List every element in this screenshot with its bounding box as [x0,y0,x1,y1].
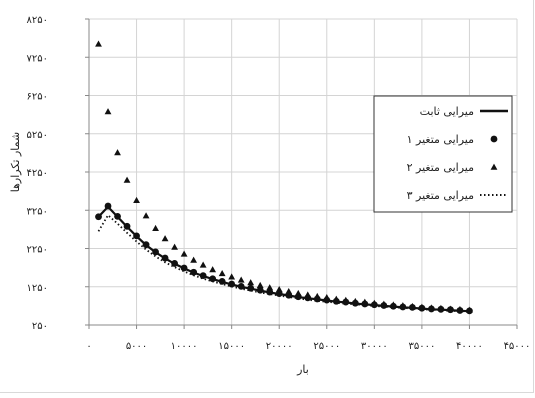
triangle-point [114,149,121,156]
x-tick-label: ۳۵۰۰۰ [408,341,435,352]
circle-point [266,288,274,296]
circle-point [418,304,426,312]
circle-point [361,300,369,308]
y-tick-label: ۲۲۵۰ [27,245,48,256]
x-tick-label: ۲۰۰۰۰ [266,341,293,352]
legend-label-variable-damping-2: میرایی متغیر ۲ [407,161,474,174]
y-tick-label: ۱۲۵۰ [27,283,48,294]
circle-point [228,280,236,288]
circle-point [285,291,293,299]
triangle-point [142,212,150,219]
y-tick-label: ۷۲۵۰ [27,53,48,64]
triangle-point [199,261,207,268]
y-tick-label: ۸۲۵۰ [27,15,48,26]
triangle-point [104,108,112,115]
circle-point [256,286,264,294]
triangle-point [218,269,226,277]
triangle-point [95,40,102,47]
circle-point [332,297,340,305]
x-tick-label: ۳۰۰۰۰ [361,341,388,352]
tick-labels: ۰ ۵۰۰۰ ۱۰۰۰۰ ۱۵۰۰۰ ۲۰۰۰۰ ۲۵۰۰۰ ۳۰۰۰۰ ۳۵۰۰۰ ۴۰۰۰۰… [27,15,531,352]
circle-point [323,296,331,304]
triangle-point [266,284,274,291]
circle-point [133,232,140,240]
x-tick-label: ۵۰۰۰ [126,341,147,352]
circle-point [161,254,169,262]
triangle-point [228,273,236,280]
y-tick-label: ۳۲۵۰ [27,206,48,217]
y-tick-label: ۶۲۵۰ [27,92,48,103]
x-tick-label: ۲۵۰۰۰ [313,341,340,352]
circle-point [456,307,464,314]
triangle-point [180,250,188,257]
triangle-point [209,266,217,273]
circle-point [399,303,407,311]
circle-point [142,241,150,249]
y-tick-label: ۲۵۰ [32,321,48,332]
x-tick-label: ۰ [86,341,91,352]
triangle-point [256,281,264,288]
circle-point [152,248,159,256]
legend-symbol-triangle [490,163,498,170]
circle-point [380,302,388,309]
circle-point [437,305,445,313]
circle-point [408,304,416,311]
circle-point [447,306,454,314]
circle-point [190,268,198,276]
series-layer [95,40,473,315]
circle-point [171,260,179,267]
y-tick-label: ۴۲۵۰ [27,168,48,179]
x-axis-title: بار [296,363,309,376]
triangle-point [171,243,178,250]
x-tick-label: ۴۵۰۰۰ [504,341,531,352]
circle-point [218,277,226,285]
series-line-variable-damping-3 [97,213,470,313]
legend-label-variable-damping-1: میرایی متغیر ۱ [407,133,474,146]
circle-point [209,275,217,283]
triangle-point [247,279,255,286]
circle-point [294,293,302,301]
circle-point [304,294,312,302]
triangle-point [152,224,159,231]
legend: میرایی ثابت میرایی متغیر ۱ میرایی متغیر … [373,95,513,213]
legend-label-constant-damping: میرایی ثابت [420,105,474,118]
circle-point [351,299,359,307]
circle-point [313,295,321,303]
triangle-point [275,286,283,293]
circle-point [180,264,188,272]
circle-point [104,202,112,210]
circle-point [95,213,102,221]
triangle-point [123,176,131,183]
triangle-point [133,196,140,204]
series-line-constant-damping [97,205,470,313]
circle-point [247,284,255,292]
triangle-point [237,276,245,283]
circle-point [466,307,473,315]
legend-symbol-circle [490,135,498,143]
circle-point [275,290,283,298]
circle-point [370,301,378,309]
circle-point [123,222,131,230]
circle-point [237,282,245,290]
y-axis-title: شمار تکرارها [9,132,22,192]
x-tick-label: ۱۵۰۰۰ [218,341,245,352]
circle-point [199,272,207,280]
x-tick-label: ۱۰۰۰۰ [171,341,198,352]
triangle-point [190,256,198,263]
legend-label-variable-damping-3: میرایی متغیر ۳ [407,189,474,202]
circle-point [389,302,397,310]
x-tick-label: ۴۰۰۰۰ [456,341,483,352]
y-tick-label: ۵۲۵۰ [27,130,48,141]
circle-point [342,298,350,306]
axes [85,18,518,329]
legend-box [373,95,513,213]
triangle-point [161,235,169,242]
circle-point [428,305,435,313]
circle-point [114,212,121,220]
